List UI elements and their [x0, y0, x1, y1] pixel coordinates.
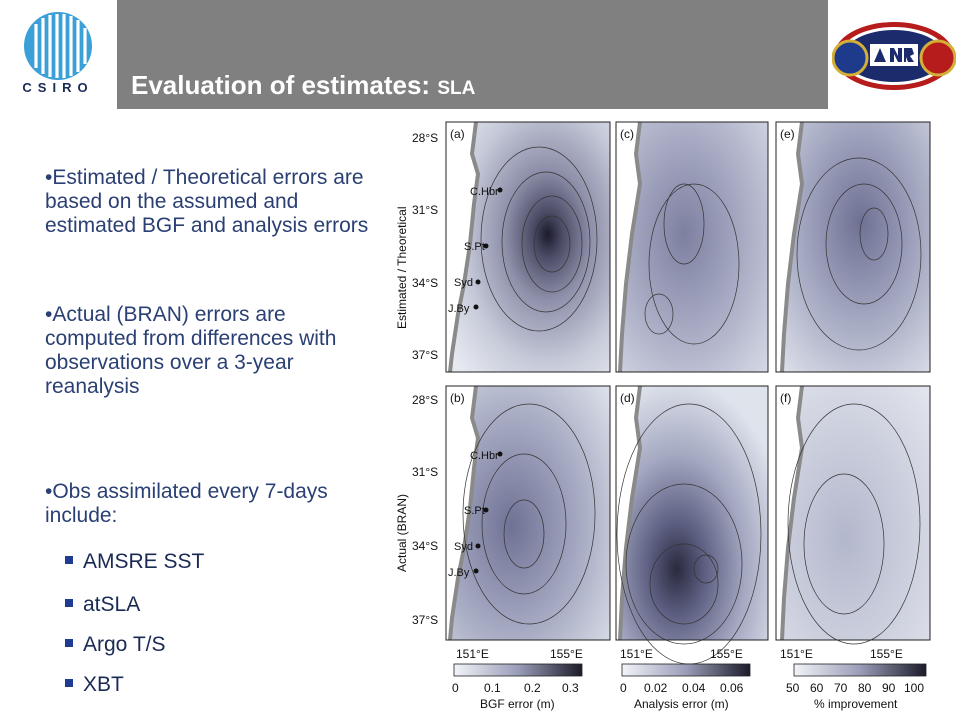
sub-bullet-amsre: AMSRE SST: [65, 550, 204, 574]
panel-f: (f): [775, 385, 931, 645]
panel-label-b: (b): [450, 391, 465, 405]
colorbar-tick: 0.1: [484, 681, 501, 695]
colorbar-tick: 50: [786, 681, 800, 695]
colorbar-tick: 90: [882, 681, 896, 695]
colorbar-tick: 70: [834, 681, 848, 695]
sub-bullet-atsla: atSLA: [65, 593, 140, 617]
panel-label-d: (d): [620, 391, 635, 405]
lat-label-34s-bottom: 34°S: [412, 539, 438, 553]
bullet-estimated-errors: •Estimated / Theoretical errors are base…: [45, 166, 369, 237]
panel-d: (d): [615, 385, 769, 665]
lat-label-31s-bottom: 31°S: [412, 465, 438, 479]
lon-label-155-c: 155°E: [710, 647, 743, 661]
colorbar-improvement: 50 60 70 80 90 100 % improvement: [786, 663, 927, 711]
row-label-actual: Actual (BRAN): [395, 494, 409, 572]
city-label-chbr-top: C.Hbr: [470, 186, 499, 198]
sla-figure-svg: Estimated / Theoretical Actual (BRAN) 28…: [395, 121, 931, 711]
page-title: Evaluation of estimates: SLA: [131, 70, 475, 101]
city-markers-top: C.Hbr S.Pt Syd J.By: [448, 186, 503, 315]
lat-label-28s-bottom: 28°S: [412, 393, 438, 407]
colorbar-tick: 100: [904, 681, 924, 695]
sub-bullet-label: AMSRE SST: [83, 550, 205, 573]
lat-label-37s-top: 37°S: [412, 348, 438, 362]
bullet-actual-errors: •Actual (BRAN) errors are computed from …: [45, 303, 337, 398]
panel-label-a: (a): [450, 127, 465, 141]
lat-label-31s-top: 31°S: [412, 203, 438, 217]
panel-label-e: (e): [780, 127, 795, 141]
city-label-syd-top: Syd: [454, 277, 473, 289]
colorbar-bgf: 0 0.1 0.2 0.3 BGF error (m): [452, 663, 583, 711]
city-markers-bottom: C.Hbr S.Pt Syd J.By: [448, 450, 503, 579]
lat-label-37s-bottom: 37°S: [412, 613, 438, 627]
square-bullet-icon: [65, 679, 73, 688]
colorbar-tick: 60: [810, 681, 824, 695]
panel-b: (b): [445, 385, 611, 641]
lon-label-155-a: 155°E: [550, 647, 583, 661]
colorbar-tick: 0.3: [562, 681, 579, 695]
colorbar-tick: 0.02: [644, 681, 668, 695]
panel-e: (e): [775, 121, 931, 373]
lon-label-151-e: 151°E: [780, 647, 813, 661]
panel-c: (c): [615, 121, 769, 373]
sub-bullet-label: XBT: [83, 673, 124, 696]
lon-label-151-a: 151°E: [456, 647, 489, 661]
colorbar-tick: 0: [452, 681, 459, 695]
bullet-obs-assimilated: •Obs assimilated every 7-days include:: [45, 480, 328, 527]
sla-error-maps-figure: Estimated / Theoretical Actual (BRAN) 28…: [394, 114, 960, 720]
csiro-wordmark: CSIRO: [22, 80, 94, 95]
sub-bullet-argo: Argo T/S: [65, 633, 165, 657]
title-bar: Evaluation of estimates: SLA: [117, 0, 828, 109]
colorbar-tick: 0.04: [682, 681, 706, 695]
panel-label-f: (f): [780, 391, 791, 405]
city-label-jby-top: J.By: [448, 303, 470, 315]
row-label-estimated: Estimated / Theoretical: [395, 206, 409, 329]
square-bullet-icon: [65, 599, 73, 608]
sub-bullet-label: Argo T/S: [83, 633, 166, 656]
city-label-chbr-bottom: C.Hbr: [470, 450, 499, 462]
colorbar-label-bgf: BGF error (m): [480, 697, 555, 711]
lon-label-151-c: 151°E: [620, 647, 653, 661]
lat-label-34s-top: 34°S: [412, 276, 438, 290]
colorbar-tick: 0.06: [720, 681, 744, 695]
city-label-spt-top: S.Pt: [464, 241, 485, 253]
csiro-globe-icon: [24, 12, 92, 80]
panel-a: (a): [445, 121, 611, 373]
lon-label-155-e: 155°E: [870, 647, 903, 661]
colorbar-label-improvement: % improvement: [814, 697, 898, 711]
onr-office-of-naval-research-seal-icon: [831, 22, 957, 90]
title-suffix: SLA: [437, 78, 476, 99]
square-bullet-icon: [65, 556, 73, 565]
lat-label-28s-top: 28°S: [412, 131, 438, 145]
square-bullet-icon: [65, 639, 73, 648]
panel-label-c: (c): [620, 127, 634, 141]
colorbar-tick: 0: [620, 681, 627, 695]
city-label-jby-bottom: J.By: [448, 567, 470, 579]
city-label-syd-bottom: Syd: [454, 541, 473, 553]
city-label-spt-bottom: S.Pt: [464, 505, 485, 517]
colorbar-label-analysis: Analysis error (m): [634, 697, 729, 711]
colorbar-tick: 0.2: [524, 681, 541, 695]
sub-bullet-xbt: XBT: [65, 673, 124, 697]
colorbar-analysis: 0 0.02 0.04 0.06 Analysis error (m): [620, 663, 751, 711]
onr-logo: [831, 18, 957, 94]
colorbar-tick: 80: [858, 681, 872, 695]
csiro-logo: CSIRO: [6, 6, 110, 106]
sub-bullet-label: atSLA: [83, 593, 141, 616]
title-main: Evaluation of estimates:: [131, 70, 438, 100]
